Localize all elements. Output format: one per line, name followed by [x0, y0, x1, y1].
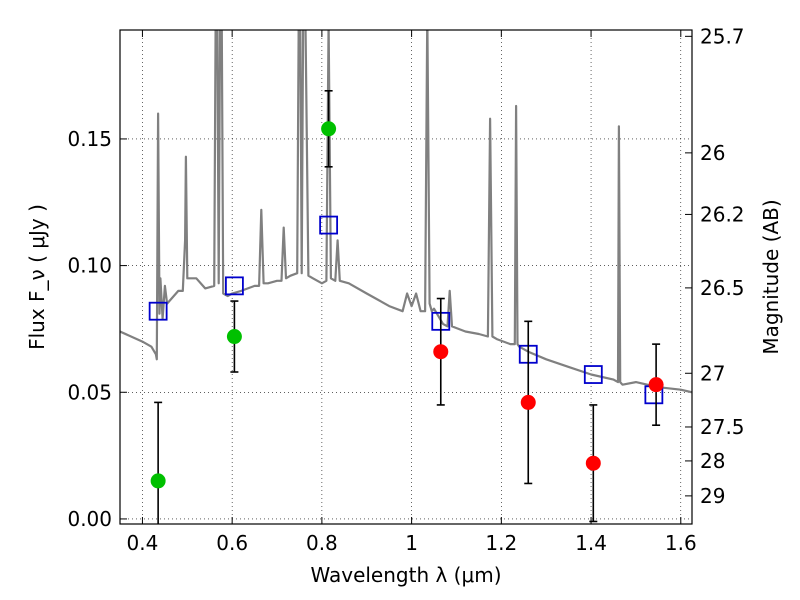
photometry-point — [433, 344, 449, 360]
plot-frame — [119, 29, 693, 525]
photometry-point — [226, 329, 242, 345]
y2-tick-label: 27 — [700, 361, 725, 385]
x-tick-label: 1.6 — [665, 531, 697, 555]
x-tick-label: 0.6 — [216, 531, 248, 555]
y2-tick-label: 26 — [700, 141, 725, 165]
y2-tick-label: 25.7 — [700, 24, 745, 48]
y2-tick-label: 28 — [700, 449, 725, 473]
y2-tick-label: 29 — [700, 484, 725, 508]
y-tick-label: 0.10 — [67, 254, 112, 278]
x-axis-label: Wavelength λ (μm) — [310, 563, 501, 587]
photometry-point — [585, 455, 601, 471]
synthetic-photometry-square — [319, 215, 339, 235]
y2-axis-label: Magnitude (AB) — [759, 199, 783, 354]
x-tick-label: 1 — [405, 531, 418, 555]
y-tick-label: 0.05 — [67, 380, 112, 404]
synthetic-photometry-square — [148, 301, 168, 321]
photometry-point — [150, 473, 166, 489]
x-tick-label: 0.4 — [127, 531, 159, 555]
axis-ticks: 0.4 0.6 0.8 1 1.2 1.4 1.6 0.00 0.05 0.10 0.15 25.7 2… — [67, 24, 744, 555]
y-tick-label: 0.00 — [67, 507, 112, 531]
y-tick-label: 0.15 — [67, 127, 112, 151]
synthetic-photometry-square — [224, 276, 244, 296]
y2-tick-label: 27.5 — [700, 415, 745, 439]
model-spectrum-line — [120, 30, 692, 394]
plot-area — [120, 30, 692, 524]
y2-tick-label: 26.2 — [700, 202, 745, 226]
x-tick-label: 1.4 — [575, 531, 607, 555]
synthetic-photometry-square — [583, 365, 603, 384]
y-axis-label: Flux F_ν ( μJy ) — [25, 204, 49, 350]
x-tick-label: 1.2 — [485, 531, 517, 555]
photometry-point — [520, 394, 536, 410]
photometry-point — [648, 377, 664, 393]
photometry-point — [321, 121, 337, 137]
y2-tick-label: 26.5 — [700, 276, 745, 300]
grid-lines — [120, 30, 692, 524]
x-tick-label: 0.8 — [306, 531, 338, 555]
